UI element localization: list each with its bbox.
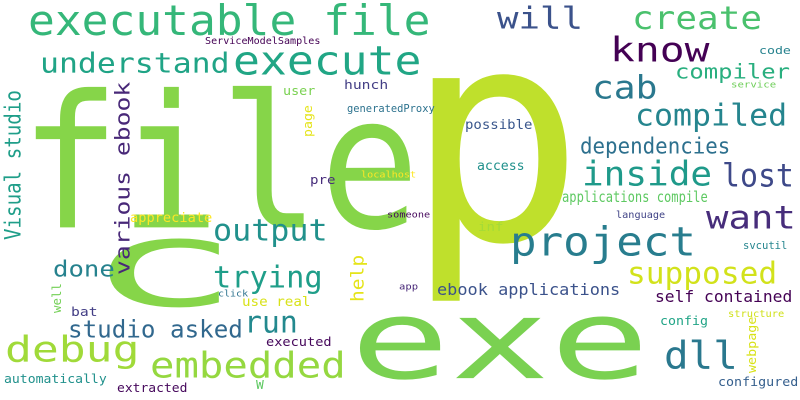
word-cab: cab — [592, 69, 658, 107]
word-c: c — [85, 195, 241, 335]
word-bat: bat — [71, 306, 98, 320]
word-run: run — [244, 304, 298, 340]
word-inf: inf — [478, 221, 504, 235]
word-understand: understand — [40, 47, 230, 80]
word-create: create — [632, 0, 763, 37]
word-dll: dll — [664, 333, 738, 378]
word-well: well — [50, 283, 64, 313]
word-execute: execute — [233, 38, 422, 85]
word-appreciate: appreciate — [130, 211, 213, 226]
word-compiled: compiled — [635, 97, 788, 133]
word-svcutil: svcutil — [743, 239, 788, 252]
word-configured: configured — [718, 376, 799, 390]
word-self-contained: self contained — [655, 288, 793, 307]
word-executed: executed — [266, 336, 332, 350]
word-done: done — [53, 256, 115, 282]
word-will: will — [497, 0, 584, 36]
word-pre: pre — [310, 174, 336, 188]
word-service-model-samples: ServiceModelSamples — [205, 36, 321, 47]
word-compiler: compiler — [675, 61, 790, 84]
word-debug: debug — [5, 329, 140, 371]
word-structure: structure — [728, 309, 785, 320]
word-extracted: extracted — [117, 382, 188, 396]
word-language: language — [616, 210, 666, 221]
word-someone: someone — [387, 210, 431, 220]
word-generated-proxy: generatedProxy — [347, 102, 435, 115]
word-click: click — [218, 289, 249, 299]
word-supposed: supposed — [627, 255, 778, 291]
word-project: project — [510, 218, 697, 265]
word-lost: lost — [722, 157, 794, 195]
word-localhost: localhost — [361, 170, 417, 180]
word-inside: inside — [582, 155, 713, 194]
word-code: code — [759, 44, 791, 57]
word-trying: trying — [213, 259, 323, 295]
word-file: file — [20, 56, 420, 272]
word-page: page — [301, 105, 315, 137]
word-possible: possible — [465, 118, 533, 133]
word-applications-compile: applications compile — [562, 188, 708, 206]
word-know: know — [610, 30, 710, 70]
word-executable-file: executable file — [28, 0, 431, 46]
word-ebook-applications: ebook applications — [437, 281, 621, 300]
word-webpage: webpage — [744, 316, 760, 373]
word-user: user — [283, 85, 316, 99]
word-output: output — [213, 212, 328, 248]
word-w: W — [256, 379, 264, 393]
word-studio-asked: studio asked — [68, 316, 243, 344]
word-config: config — [660, 315, 708, 329]
word-exe: exe — [350, 275, 650, 400]
word-help: help — [346, 254, 368, 302]
word-various-ebook: various ebook — [112, 81, 135, 275]
word-access: access — [477, 159, 525, 174]
word-app: app — [399, 282, 419, 292]
word-want: want — [706, 199, 796, 237]
word-p: p — [405, 0, 585, 310]
word-service: service — [731, 80, 777, 90]
word-use-real: use real — [242, 295, 311, 310]
word-visual-studio: Visual studio — [0, 90, 26, 240]
word-dependencies: dependencies — [580, 133, 731, 159]
word-embedded: embedded — [150, 345, 346, 387]
word-hunch: hunch — [344, 79, 389, 93]
word-automatically: automatically — [4, 373, 107, 387]
